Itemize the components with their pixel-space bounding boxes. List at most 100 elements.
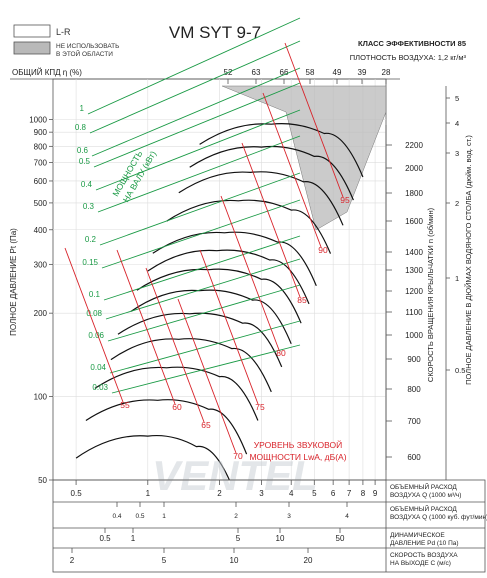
bottom-axis-label-line2: ДАВЛЕНИЕ Pd (10 Па) bbox=[390, 540, 459, 547]
y-left-tick-label: 100 bbox=[34, 393, 48, 402]
bottom-axis-tick-label: 5 bbox=[162, 556, 167, 565]
power-line bbox=[87, 17, 301, 115]
power-line bbox=[103, 235, 301, 301]
bottom-axis-label-line1: ОБЪЕМНЫЙ РАСХОД bbox=[390, 504, 457, 513]
legend-gray-label-line2: В ЭТОЙ ОБЛАСТИ bbox=[56, 49, 113, 58]
do-not-use-region bbox=[221, 85, 387, 231]
y-left-tick-label: 600 bbox=[34, 177, 48, 186]
bottom-axis-label-line1: ДИНАМИЧЕСКОЕ bbox=[390, 532, 445, 539]
watermark: VENTEL bbox=[152, 452, 318, 499]
y-right-tick-label: 5 bbox=[455, 94, 459, 103]
bottom-axis-tick-label: 1 bbox=[146, 489, 151, 498]
legend-lr-swatch bbox=[13, 24, 51, 38]
rpm-axis-label: СКОРОСТЬ ВРАЩЕНИЯ КРЫЛЬЧАТКИ n (об/мин) bbox=[426, 207, 435, 382]
y-right-tick-label: 4 bbox=[455, 119, 459, 128]
power-tick-label: 0.8 bbox=[75, 123, 87, 132]
power-tick-label: 0.06 bbox=[88, 331, 104, 340]
rpm-curve-1300 bbox=[147, 249, 310, 305]
bottom-axes-frame bbox=[52, 479, 486, 573]
efficiency-tick-label: 58 bbox=[306, 68, 315, 77]
sound-line bbox=[116, 249, 176, 405]
power-tick-label: 0.2 bbox=[85, 235, 97, 244]
bottom-axis-label-line2: ВОЗДУХА Q (1000 м³/ч) bbox=[390, 492, 461, 499]
sound-line bbox=[241, 142, 301, 298]
rpm-curve-1100 bbox=[130, 289, 292, 345]
rpm-tick-label: 900 bbox=[407, 355, 421, 364]
sound-line bbox=[64, 247, 124, 403]
bottom-axis-tick-label: 50 bbox=[336, 534, 345, 543]
rpm-curve-1200 bbox=[136, 268, 302, 324]
efficiency-label: ОБЩИЙ КПД η (%) bbox=[12, 68, 82, 77]
power-line bbox=[93, 82, 301, 168]
bottom-axis-tick-label: 20 bbox=[304, 556, 313, 565]
sound-label-line2: МОЩНОСТИ LwA, дБ(А) bbox=[249, 452, 346, 462]
bottom-axis-tick-label: 1 bbox=[162, 513, 166, 520]
y-axis-left-label: ПОЛНОЕ ДАВЛЕНИЕ Pt (Па) bbox=[9, 228, 18, 336]
y-axis-left-ticks: 1000 900 800 700 600 500 400 300 200 100 50 bbox=[29, 115, 53, 485]
power-tick-label: 0.03 bbox=[92, 383, 108, 392]
sound-tick-label: 70 bbox=[233, 451, 243, 461]
rpm-curve-1400 bbox=[152, 231, 317, 287]
power-tick-label: 0.6 bbox=[77, 146, 89, 155]
legend-gray-label-line1: НЕ ИСПОЛЬЗОВАТЬ bbox=[56, 43, 119, 50]
rpm-tick-label: 1400 bbox=[405, 248, 423, 257]
y-left-tick-label: 900 bbox=[34, 128, 48, 137]
power-line bbox=[99, 172, 301, 246]
power-line bbox=[105, 258, 301, 320]
bottom-axis-tick-label: 8 bbox=[361, 489, 366, 498]
bottom-axis-tick-label: 5 bbox=[312, 489, 317, 498]
rpm-axis: 2200 2000 1800 1600 1400 1300 1200 1100 1000 900 8… bbox=[385, 125, 423, 470]
bottom-axis-label-line1: ОБЪЕМНЫЙ РАСХОД bbox=[390, 482, 457, 491]
bottom-axis-tick-label: 0.5 bbox=[99, 534, 111, 543]
bottom-axis-tick-label: 2 bbox=[234, 513, 238, 520]
sound-line bbox=[284, 42, 344, 198]
bottom-axis-tick-label: 6 bbox=[331, 489, 336, 498]
power-line bbox=[111, 344, 301, 394]
y-left-tick-label: 1000 bbox=[29, 115, 47, 124]
rpm-tick-label: 600 bbox=[407, 453, 421, 462]
rpm-curve-1800 bbox=[178, 171, 344, 226]
y-left-tick-label: 200 bbox=[34, 309, 48, 318]
bottom-axis-tick-label: 10 bbox=[276, 534, 285, 543]
sound-tick-label: 60 bbox=[172, 402, 182, 412]
bottom-axis-tick-label: 9 bbox=[373, 489, 378, 498]
rpm-tick-label: 1300 bbox=[405, 266, 423, 275]
power-line bbox=[97, 135, 301, 213]
y-left-tick-label: 50 bbox=[38, 476, 47, 485]
rpm-curve-2200 bbox=[199, 123, 364, 178]
power-tick-label: 0.5 bbox=[79, 157, 91, 166]
rpm-curve-2000 bbox=[189, 145, 354, 201]
power-line bbox=[109, 320, 301, 374]
efficiency-tick-label: 28 bbox=[382, 68, 391, 77]
y-axis-right-ticks: 5 4 3 2 1 0.5 bbox=[446, 94, 465, 375]
sound-tick-label: 80 bbox=[276, 348, 286, 358]
power-tick-label: 0.4 bbox=[81, 180, 93, 189]
curve-layer: 1 0.8 0.6 0.5 0.4 0.3 0.2 0.15 0.1 0.08 0.06 0.04 0.… bbox=[64, 17, 364, 481]
y-left-tick-label: 700 bbox=[34, 158, 48, 167]
bottom-axis-tick-label: 0.5 bbox=[135, 513, 144, 520]
sound-line bbox=[199, 249, 259, 405]
rpm-tick-label: 1600 bbox=[405, 217, 423, 226]
sound-line bbox=[220, 195, 280, 351]
efficiency-tick-group: 52636658493928 bbox=[224, 68, 391, 84]
sound-tick-label: 65 bbox=[201, 420, 211, 430]
rpm-tick-label: 800 bbox=[407, 385, 421, 394]
bottom-axis-tick-label: 4 bbox=[289, 489, 294, 498]
efficiency-tick-label: 63 bbox=[252, 68, 261, 77]
sound-tick-label: 55 bbox=[120, 400, 130, 410]
power-tick-label: 0.15 bbox=[82, 258, 98, 267]
rpm-curve-800 bbox=[94, 366, 259, 421]
bottom-axis-tick-label: 5 bbox=[236, 534, 241, 543]
rpm-tick-label: 2200 bbox=[405, 141, 423, 150]
sound-tick-label: 75 bbox=[255, 402, 265, 412]
rpm-tick-label: 700 bbox=[407, 417, 421, 426]
rpm-curve-1600 bbox=[166, 199, 332, 254]
bottom-axis-tick-label: 3 bbox=[287, 513, 291, 520]
sound-tick-label: 90 bbox=[318, 245, 328, 255]
rpm-curve-600 bbox=[75, 435, 230, 481]
power-line bbox=[107, 284, 301, 342]
power-tick-label: 0.04 bbox=[90, 363, 106, 372]
chart-title: VM SYT 9-7 bbox=[169, 23, 261, 42]
